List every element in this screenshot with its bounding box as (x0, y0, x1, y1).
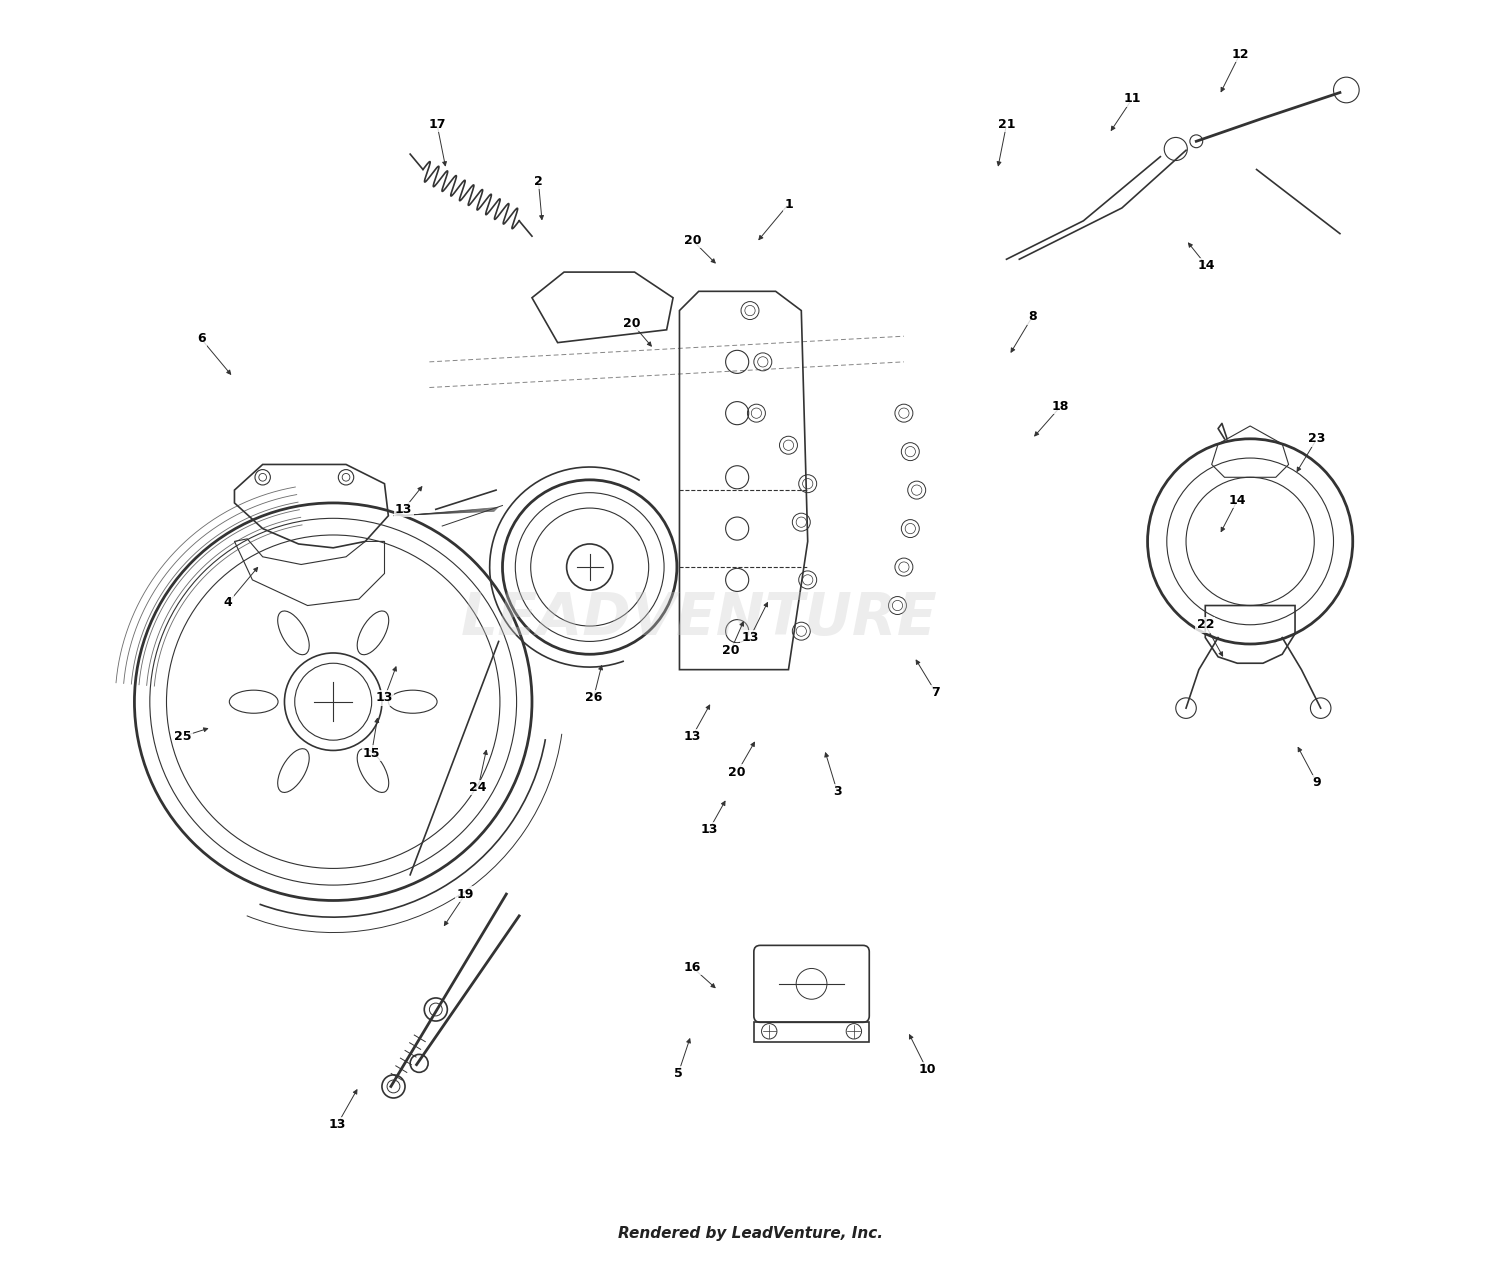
Text: LEADVENTURE: LEADVENTURE (460, 590, 938, 647)
Text: 23: 23 (1308, 433, 1326, 446)
Text: 2: 2 (534, 175, 543, 188)
Text: 5: 5 (674, 1068, 682, 1081)
Text: 1: 1 (784, 197, 794, 211)
Text: 15: 15 (363, 747, 381, 760)
Text: 12: 12 (1232, 48, 1248, 61)
Text: 13: 13 (684, 730, 700, 743)
Text: 22: 22 (1197, 618, 1214, 631)
Text: 8: 8 (1028, 310, 1036, 323)
Text: 13: 13 (700, 823, 717, 836)
Text: 9: 9 (1312, 775, 1322, 790)
Text: 24: 24 (470, 781, 488, 795)
Text: 20: 20 (624, 317, 640, 330)
Text: 26: 26 (585, 692, 602, 705)
Text: 14: 14 (1228, 493, 1246, 507)
Text: 11: 11 (1124, 93, 1142, 106)
Text: 4: 4 (224, 596, 232, 609)
Text: 6: 6 (196, 332, 206, 345)
Text: 16: 16 (684, 961, 700, 974)
Text: 14: 14 (1198, 259, 1215, 272)
Text: 20: 20 (729, 766, 746, 779)
Text: 13: 13 (376, 692, 393, 705)
Text: Rendered by LeadVenture, Inc.: Rendered by LeadVenture, Inc. (618, 1226, 882, 1242)
Text: 13: 13 (328, 1118, 345, 1131)
Text: 13: 13 (741, 631, 759, 644)
Text: 7: 7 (932, 687, 940, 699)
Text: 20: 20 (684, 233, 700, 246)
Text: 18: 18 (1052, 401, 1070, 413)
Text: 3: 3 (833, 784, 842, 799)
Text: 25: 25 (174, 730, 192, 743)
Text: 21: 21 (998, 118, 1016, 131)
Text: 17: 17 (429, 118, 445, 131)
Text: 13: 13 (394, 502, 412, 515)
Text: 19: 19 (456, 887, 474, 900)
Text: 20: 20 (722, 644, 740, 657)
Text: 10: 10 (918, 1064, 936, 1077)
